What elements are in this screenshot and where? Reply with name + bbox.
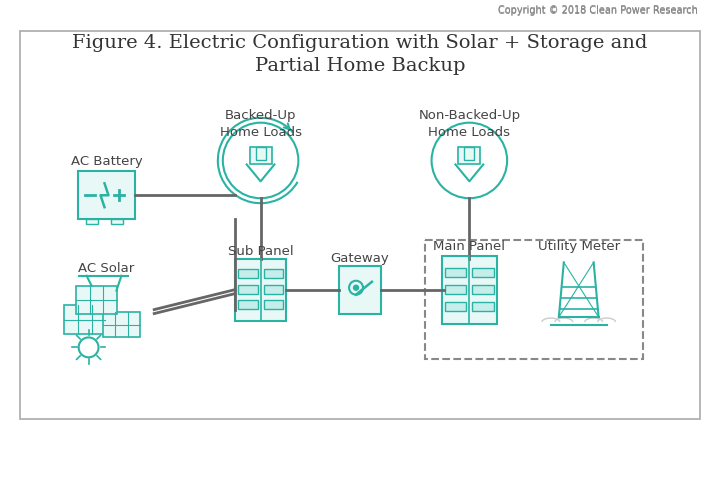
FancyBboxPatch shape	[20, 31, 700, 419]
FancyBboxPatch shape	[264, 269, 284, 278]
FancyBboxPatch shape	[102, 311, 140, 337]
FancyBboxPatch shape	[459, 147, 480, 164]
Circle shape	[354, 285, 359, 290]
Text: Copyright © 2018 Clean Power Research: Copyright © 2018 Clean Power Research	[498, 5, 698, 15]
FancyBboxPatch shape	[444, 268, 467, 277]
FancyBboxPatch shape	[112, 219, 123, 224]
FancyBboxPatch shape	[238, 285, 258, 294]
FancyBboxPatch shape	[464, 147, 474, 160]
FancyBboxPatch shape	[472, 268, 494, 277]
FancyBboxPatch shape	[339, 266, 381, 314]
Text: AC Solar: AC Solar	[78, 262, 135, 275]
FancyBboxPatch shape	[264, 285, 284, 294]
FancyBboxPatch shape	[250, 147, 271, 164]
Text: Sub Panel: Sub Panel	[228, 245, 293, 258]
FancyBboxPatch shape	[264, 300, 284, 309]
FancyBboxPatch shape	[472, 302, 494, 310]
FancyBboxPatch shape	[238, 300, 258, 309]
FancyBboxPatch shape	[78, 171, 135, 219]
Text: Gateway: Gateway	[330, 252, 390, 265]
Text: Figure 4. Electric Configuration with Solar + Storage and
Partial Home Backup: Figure 4. Electric Configuration with So…	[72, 34, 648, 75]
Text: Non-Backed-Up
Home Loads: Non-Backed-Up Home Loads	[418, 109, 521, 139]
FancyBboxPatch shape	[76, 286, 117, 314]
FancyBboxPatch shape	[441, 256, 498, 323]
FancyBboxPatch shape	[472, 285, 494, 294]
FancyBboxPatch shape	[425, 240, 644, 359]
FancyBboxPatch shape	[256, 147, 266, 160]
FancyBboxPatch shape	[235, 259, 287, 320]
FancyBboxPatch shape	[86, 219, 97, 224]
Text: Backed-Up
Home Loads: Backed-Up Home Loads	[220, 109, 302, 139]
FancyBboxPatch shape	[444, 285, 467, 294]
Text: AC Battery: AC Battery	[71, 156, 143, 169]
FancyBboxPatch shape	[238, 269, 258, 278]
Text: Main Panel: Main Panel	[433, 240, 505, 253]
Text: Copyright © 2018 Clean Power Research: Copyright © 2018 Clean Power Research	[498, 6, 698, 16]
FancyBboxPatch shape	[64, 305, 106, 334]
Text: Utility Meter: Utility Meter	[538, 240, 620, 253]
FancyBboxPatch shape	[444, 302, 467, 310]
